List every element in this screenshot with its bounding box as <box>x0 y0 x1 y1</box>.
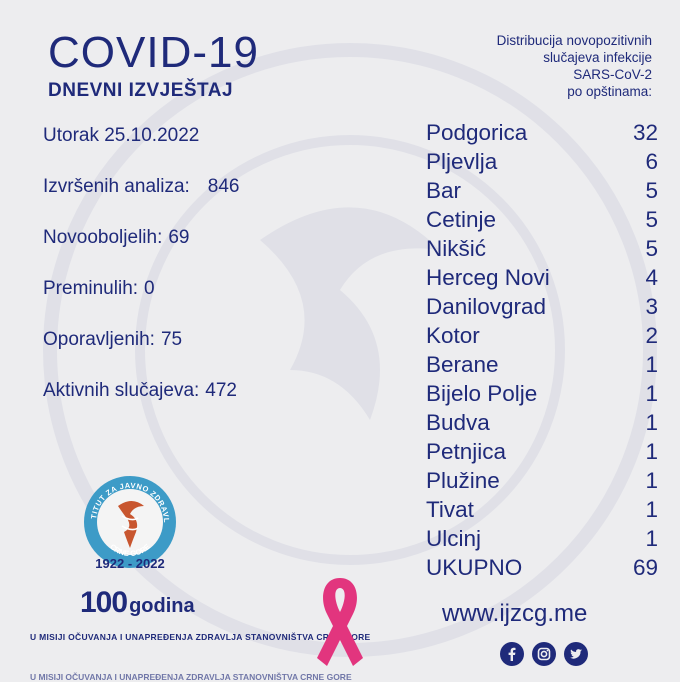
website-link[interactable]: www.ijzcg.me <box>442 600 588 627</box>
anniversary-logo: 100 godina <box>80 586 195 619</box>
svg-text:CRNE GORE: CRNE GORE <box>108 542 151 558</box>
twitter-icon[interactable] <box>564 642 588 666</box>
list-item: Ulcinj 1 <box>426 526 658 551</box>
institute-emblem-logo: INSTITUT ZA JAVNO ZDRAVLJE CRNE GORE <box>80 472 176 568</box>
emblem-years: 1922 - 2022 <box>95 556 165 571</box>
stat-new-cases: Novooboljelih: 69 <box>43 227 190 248</box>
daily-stats: Utorak 25.10.2022 Izvršenih analiza: 846 … <box>43 124 240 430</box>
list-item: Nikšić 5 <box>426 236 658 261</box>
report-date: Utorak 25.10.2022 <box>43 125 200 146</box>
list-item: Bijelo Polje 1 <box>426 381 658 406</box>
stat-recovered: Oporavljenih: 75 <box>43 329 183 350</box>
stat-active: Aktivnih slučajeva: 472 <box>43 380 237 401</box>
facebook-icon[interactable] <box>500 642 524 666</box>
total-row: UKUPNO 69 <box>426 555 658 580</box>
list-item: Danilovgrad 3 <box>426 294 658 319</box>
list-item: Petnjica 1 <box>426 439 658 464</box>
stat-analyses: Izvršenih analiza: 846 <box>43 176 240 197</box>
social-links <box>500 642 588 666</box>
list-item: Berane 1 <box>426 352 658 377</box>
stat-deaths: Preminulih: 0 <box>43 278 155 299</box>
list-item: Podgorica 32 <box>426 120 658 145</box>
instagram-icon[interactable] <box>532 642 556 666</box>
list-item: Bar 5 <box>426 178 658 203</box>
list-item: Pljevlja 6 <box>426 149 658 174</box>
list-item: Cetinje 5 <box>426 207 658 232</box>
mission-statement: U MISIJI OČUVANJA I UNAPREĐENJA ZDRAVLJA… <box>30 632 371 642</box>
list-item: Tivat 1 <box>426 497 658 522</box>
page-title: COVID-19 <box>48 28 259 77</box>
page-subtitle: DNEVNI IZVJEŠTAJ <box>48 80 234 101</box>
list-item: Herceg Novi 4 <box>426 265 658 290</box>
list-item: Plužine 1 <box>426 468 658 493</box>
municipality-list: Podgorica 32 Pljevlja 6 Bar 5 Cetinje 5 Nikš… <box>426 118 658 582</box>
awareness-ribbon-icon <box>317 578 363 666</box>
distribution-caption: Distribucija novopozitivnih slučajeva in… <box>496 33 652 99</box>
list-item: Budva 1 <box>426 410 658 435</box>
list-item: Kotor 2 <box>426 323 658 348</box>
mission-statement-faded: U MISIJI OČUVANJA I UNAPREĐENJA ZDRAVLJA… <box>30 672 352 682</box>
